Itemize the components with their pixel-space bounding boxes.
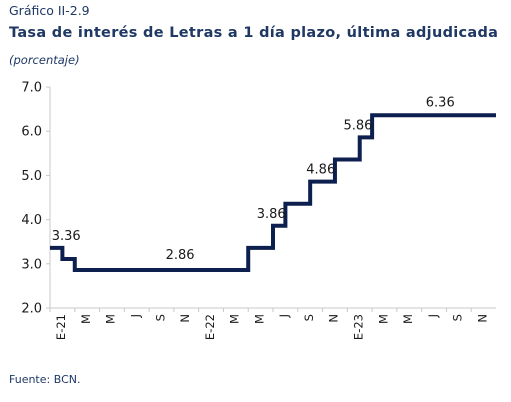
x-tick-label: M <box>252 314 266 324</box>
x-tick-label: M <box>104 314 118 324</box>
y-tick-label: 7.0 <box>21 81 42 96</box>
x-tick-label: E-21 <box>54 314 68 340</box>
figure-label: Gráfico II-2.9 <box>9 3 90 18</box>
x-tick-label: M <box>376 314 390 324</box>
chart-subtitle: (porcentaje) <box>9 53 80 67</box>
data-label: 4.86 <box>306 163 335 178</box>
x-tick-label: N <box>178 314 192 323</box>
x-tick-label: M <box>401 314 415 324</box>
data-label: 3.86 <box>257 207 286 222</box>
chart-title: Tasa de interés de Letras a 1 día plazo,… <box>9 25 499 41</box>
series-step-line <box>50 113 496 272</box>
x-tick-label: S <box>451 314 465 321</box>
x-tick-label: J <box>426 314 440 318</box>
x-tick-label: N <box>475 314 489 323</box>
y-tick-label: 2.0 <box>21 302 42 317</box>
x-tick-label: S <box>302 314 316 321</box>
data-label: 2.86 <box>166 248 195 263</box>
data-label: 5.86 <box>343 118 372 133</box>
x-tick-label: E-23 <box>351 314 365 340</box>
x-tick-label: J <box>128 314 142 318</box>
x-tick-label: M <box>228 314 242 324</box>
data-label: 3.36 <box>52 229 81 244</box>
x-tick-label: N <box>327 314 341 323</box>
x-tick-label: J <box>277 314 291 318</box>
data-label: 6.36 <box>426 95 455 110</box>
x-tick-label: M <box>79 314 93 324</box>
x-tick-label: S <box>153 314 167 321</box>
y-tick-label: 4.0 <box>21 213 42 228</box>
x-tick-label: E-22 <box>203 314 217 340</box>
y-tick-label: 5.0 <box>21 169 42 184</box>
source-note: Fuente: BCN. <box>9 373 81 386</box>
y-tick-label: 6.0 <box>21 125 42 140</box>
y-tick-label: 3.0 <box>21 257 42 272</box>
